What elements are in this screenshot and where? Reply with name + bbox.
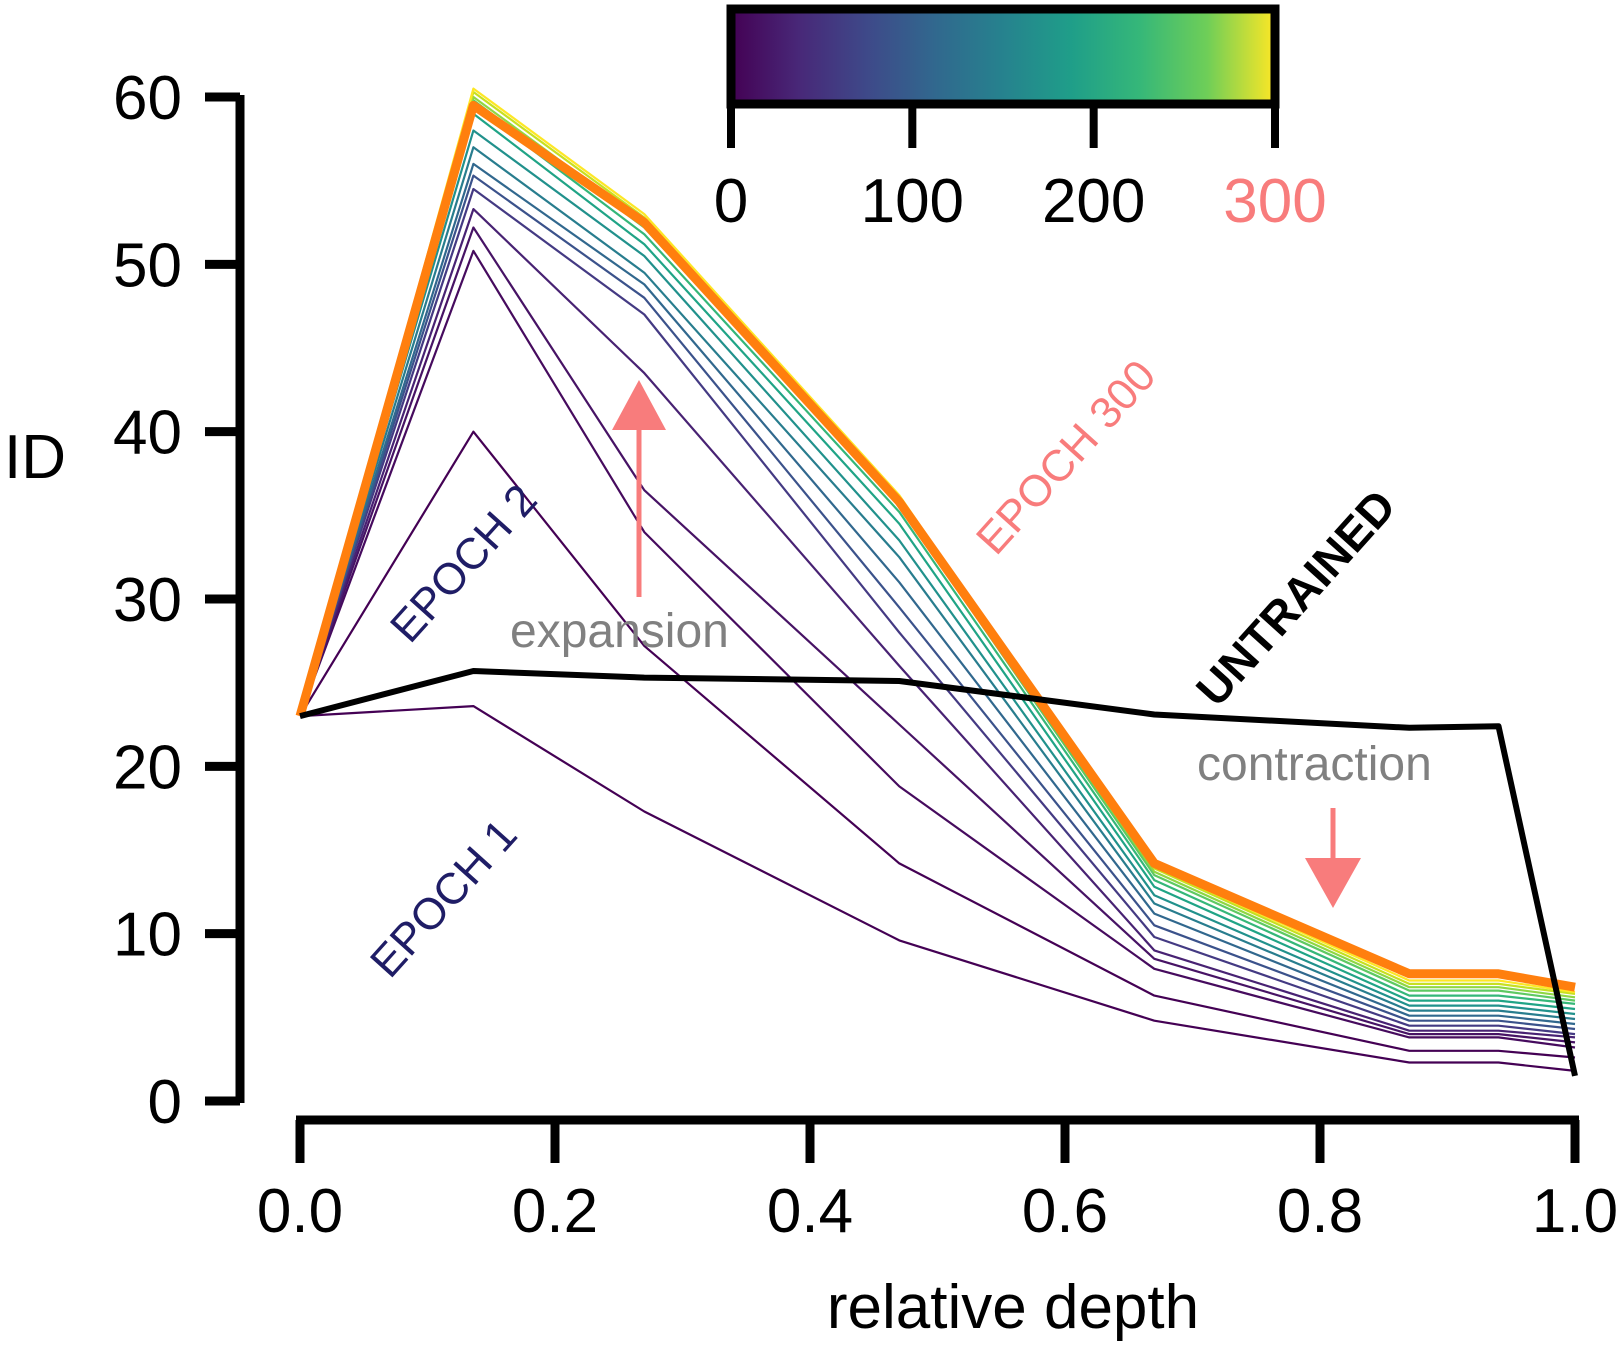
- epoch300-label: EPOCH 300: [967, 351, 1165, 564]
- untrained-label: UNTRAINED: [1186, 480, 1406, 716]
- x-tick-label: 1.0: [1532, 1177, 1618, 1246]
- x-axis-title: relative depth: [827, 1273, 1199, 1342]
- series-line-epoch-series-3: [298, 249, 1576, 1049]
- series-line-epoch-300: [295, 100, 1576, 992]
- y-tick-label: 60: [113, 64, 182, 133]
- y-tick-label: 50: [113, 231, 182, 300]
- y-tick-label: 20: [113, 733, 182, 802]
- series-layer: [295, 87, 1578, 1077]
- series-line-untrained: [299, 668, 1578, 1077]
- x-tick-label: 0.0: [257, 1177, 343, 1246]
- y-tick-label: 10: [113, 901, 182, 970]
- contraction-label: contraction: [1197, 738, 1432, 791]
- x-tick-label: 0.8: [1277, 1177, 1363, 1246]
- colorbar-gradient: [726, 4, 1280, 109]
- x-tick-label: 0.2: [512, 1177, 598, 1246]
- expansion-label: expansion: [510, 605, 729, 658]
- series-line-epoch-series-5: [298, 208, 1576, 1039]
- colorbar-tick-label: 300: [1223, 167, 1326, 236]
- colorbar: 0 100 200 300: [714, 4, 1327, 236]
- series-line-epoch-series-8: [298, 162, 1576, 1026]
- y-tick-label: 40: [113, 399, 182, 468]
- colorbar-tick-label: 100: [861, 167, 964, 236]
- x-tick-label: 0.4: [767, 1177, 853, 1246]
- y-tick-label: 0: [148, 1068, 182, 1137]
- series-line-epoch-series-10: [298, 129, 1576, 1016]
- series-line-epoch-series-11: [298, 112, 1576, 1011]
- y-axis-title: ID: [4, 423, 66, 492]
- x-tick-label: 0.6: [1022, 1177, 1108, 1246]
- series-line-epoch-series-9: [298, 146, 1576, 1021]
- y-tick-label: 30: [113, 566, 182, 635]
- colorbar-tick-label: 200: [1042, 167, 1145, 236]
- epoch1-label: EPOCH 1: [361, 810, 527, 986]
- expansion-arrow-head: [612, 380, 666, 430]
- series-line-epoch-1: [299, 704, 1576, 1072]
- arrows: [612, 380, 1361, 908]
- series-line-epoch-series-6: [298, 187, 1576, 1036]
- series-line-epoch-series-7: [298, 174, 1576, 1031]
- contraction-arrow-head: [1305, 858, 1361, 908]
- axes: 0 10 20 30 40 50 60 0.0 0.2 0.4 0.6 0.8 1.0 relative …: [4, 64, 1618, 1342]
- series-line-epoch-2: [299, 430, 1576, 1059]
- series-line-epoch-series-4: [298, 226, 1576, 1044]
- colorbar-tick-label: 0: [714, 167, 748, 236]
